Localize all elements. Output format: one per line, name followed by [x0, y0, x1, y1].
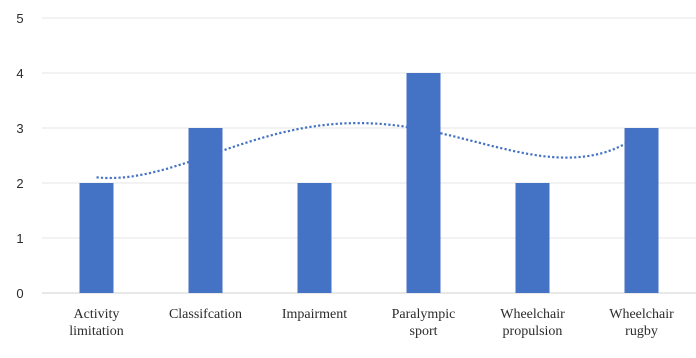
y-tick-label: 2: [16, 176, 23, 191]
gridlines: [42, 17, 696, 294]
bar: [79, 183, 114, 293]
x-axis-ticks: Activity limitation Classifcation Impairmen…: [69, 307, 674, 339]
x-tick-label-line: Wheelchair: [500, 307, 565, 322]
x-tick-label: Classifcation: [169, 307, 242, 322]
bar: [406, 73, 441, 293]
x-tick-label-line: Activity: [74, 307, 120, 322]
bar: [297, 183, 332, 293]
x-tick-label-line: sport: [410, 324, 438, 339]
x-tick-label: Impairment: [282, 307, 347, 322]
x-tick-label: Wheelchair rugby: [609, 307, 674, 339]
x-tick-label-line: Classifcation: [169, 307, 242, 322]
x-tick-label-line: propulsion: [503, 324, 563, 339]
x-tick-label-line: Impairment: [282, 307, 347, 322]
y-tick-label: 0: [16, 286, 23, 301]
x-tick-label: Paralympic sport: [392, 307, 456, 339]
trendline-group: [96, 121, 643, 180]
x-tick-label: Activity limitation: [69, 307, 123, 339]
x-tick-label: Wheelchair propulsion: [500, 307, 565, 339]
y-tick-label: 1: [16, 231, 23, 246]
x-tick-label-line: rugby: [625, 324, 658, 339]
y-axis-ticks: 0 1 2 3 4 5: [16, 11, 23, 301]
x-tick-label-line: Wheelchair: [609, 307, 674, 322]
bar: [515, 183, 550, 293]
x-tick-label-line: Paralympic: [392, 307, 456, 322]
x-tick-label-line: limitation: [69, 324, 123, 339]
y-tick-label: 4: [16, 66, 23, 81]
y-tick-label: 5: [16, 11, 23, 26]
bar: [624, 128, 659, 293]
y-tick-label: 3: [16, 121, 23, 136]
trendline: [96, 121, 643, 180]
